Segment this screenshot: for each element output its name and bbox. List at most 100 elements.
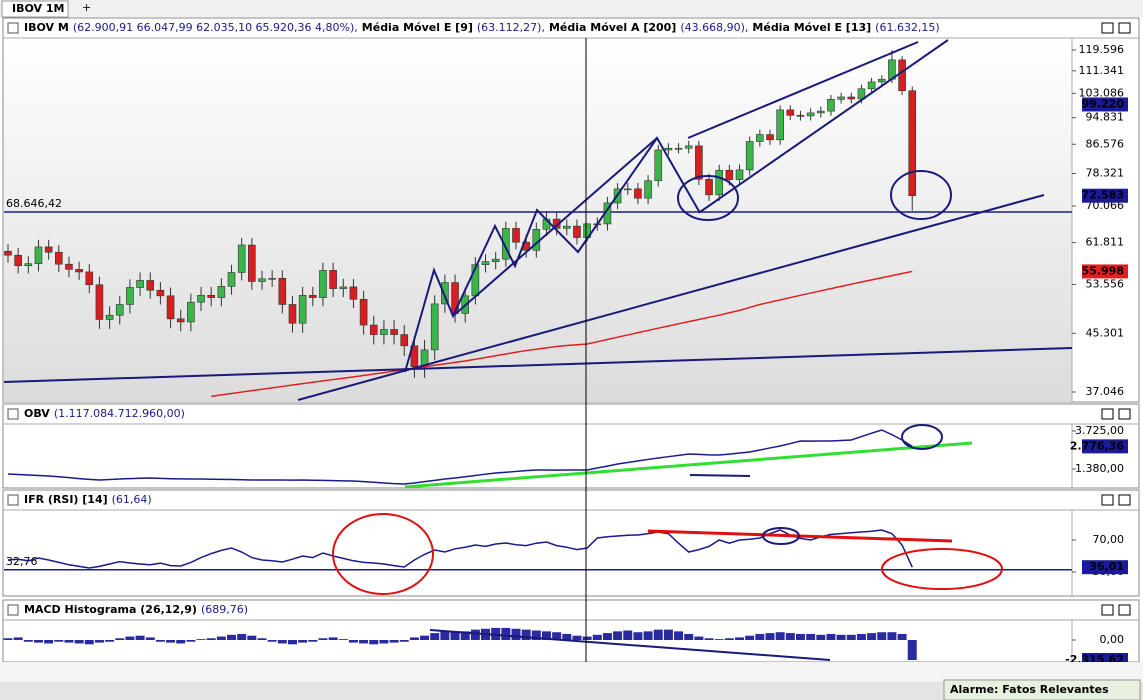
histogram-bar [765, 633, 775, 641]
histogram-bar [541, 631, 551, 641]
trend-line [297, 194, 1045, 401]
candle-body [258, 278, 266, 282]
candle-body [644, 180, 652, 199]
tab[interactable] [1, 0, 69, 18]
panel-frame [2, 489, 1140, 597]
histogram-bar [186, 640, 196, 642]
histogram-bar [846, 634, 856, 641]
histogram-bar [633, 632, 643, 641]
candle-body [288, 304, 297, 324]
histogram-bar [420, 635, 430, 641]
indicator-line [7, 429, 913, 485]
candle-body [339, 286, 348, 289]
histogram-bar [359, 640, 369, 644]
value-marker [1082, 97, 1128, 112]
y-tick-label: 111.341 [1079, 64, 1125, 77]
histogram-bar [308, 640, 318, 642]
alarm-label[interactable]: Alarme: Fatos Relevantes [950, 683, 1109, 696]
histogram-bar [318, 638, 328, 641]
histogram-bar [54, 640, 64, 642]
y-tick-label: 61.811 [1086, 236, 1125, 249]
candle-body [654, 149, 663, 182]
title-name: OBV [24, 407, 50, 420]
candle-body [268, 277, 276, 280]
candle-body [908, 90, 917, 197]
histogram-bar [135, 635, 145, 641]
histogram-bar [501, 627, 511, 641]
title-name: IBOV M [24, 21, 69, 34]
histogram-bar [653, 629, 663, 641]
candle-body [390, 329, 398, 335]
histogram-bar [684, 633, 694, 641]
tab-label[interactable]: IBOV 1M [12, 2, 64, 15]
add-tab[interactable]: + [82, 1, 91, 14]
y-tick-label: 53.556 [1086, 277, 1125, 290]
value-marker-label: 36,01 [1089, 560, 1124, 573]
histogram-bar [674, 631, 684, 641]
histogram-bar [816, 634, 826, 641]
histogram-bar [155, 640, 165, 642]
candle-body [136, 280, 144, 288]
candle-body [369, 324, 378, 335]
trend-line [452, 137, 658, 317]
candle-body [329, 270, 337, 289]
candle-body [126, 287, 134, 305]
histogram-bar [755, 633, 765, 641]
histogram-bar [287, 640, 297, 645]
candle-body [491, 258, 500, 262]
indicator-name: Média Móvel A [200] [549, 21, 676, 34]
candle-body [766, 134, 774, 141]
y-tick-label: 94.831 [1086, 111, 1125, 124]
candle-body [278, 277, 287, 305]
panel-title: IBOV M (62.900,91 66.047,99 62.035,10 65.… [24, 21, 940, 34]
horizontal-line-label: 68.646,42 [6, 197, 62, 210]
y-tick-label: 37.046 [1086, 385, 1125, 398]
drawings [3, 38, 1073, 662]
candle-body [349, 286, 358, 300]
candle-body [197, 295, 205, 303]
histogram-bar [552, 632, 562, 641]
histogram-bar [521, 629, 531, 641]
candle-body [776, 109, 784, 141]
candle-body [319, 270, 327, 298]
channel-line [699, 39, 949, 213]
histogram-bar [166, 640, 176, 643]
y-tick-label: 0,00 [1100, 633, 1125, 646]
candle-body [827, 98, 835, 112]
histogram-bar [724, 638, 734, 641]
panels [2, 17, 1140, 663]
indicator-name: Média Móvel E [13] [752, 21, 871, 34]
panel-title: IFR (RSI) [14] (61,64) [24, 493, 152, 506]
candle-body [451, 282, 459, 314]
candle-body [207, 295, 215, 298]
trend-line [404, 441, 973, 489]
value-marker-label: 55.998 [1082, 264, 1124, 277]
candle-body [684, 145, 693, 149]
candle-body [4, 250, 12, 256]
histogram-bar [298, 640, 308, 643]
moving-average [211, 270, 913, 398]
window-buttons[interactable] [1101, 22, 1131, 616]
candle-body [745, 141, 754, 171]
alarm-box[interactable] [943, 679, 1141, 700]
histogram-bar [237, 633, 247, 641]
y-tick-label: 119.596 [1079, 43, 1125, 56]
value-marker [1082, 439, 1128, 454]
histogram-bar [826, 633, 836, 641]
candle-body [837, 96, 845, 100]
indicator-line [7, 529, 913, 569]
histogram-bar [572, 635, 582, 641]
histogram-bar [338, 639, 348, 641]
histogram-bar [785, 633, 795, 641]
histogram-bar [440, 631, 450, 641]
candle-body [756, 134, 764, 142]
histogram-bar [430, 633, 440, 641]
candle-body [227, 272, 236, 287]
candle-body [156, 289, 165, 297]
candle-body [867, 81, 876, 90]
histogram-bar [267, 640, 277, 642]
plot-area [4, 38, 1072, 402]
indicator-name: Média Móvel E [9] [362, 21, 473, 34]
candle-body [95, 284, 104, 320]
